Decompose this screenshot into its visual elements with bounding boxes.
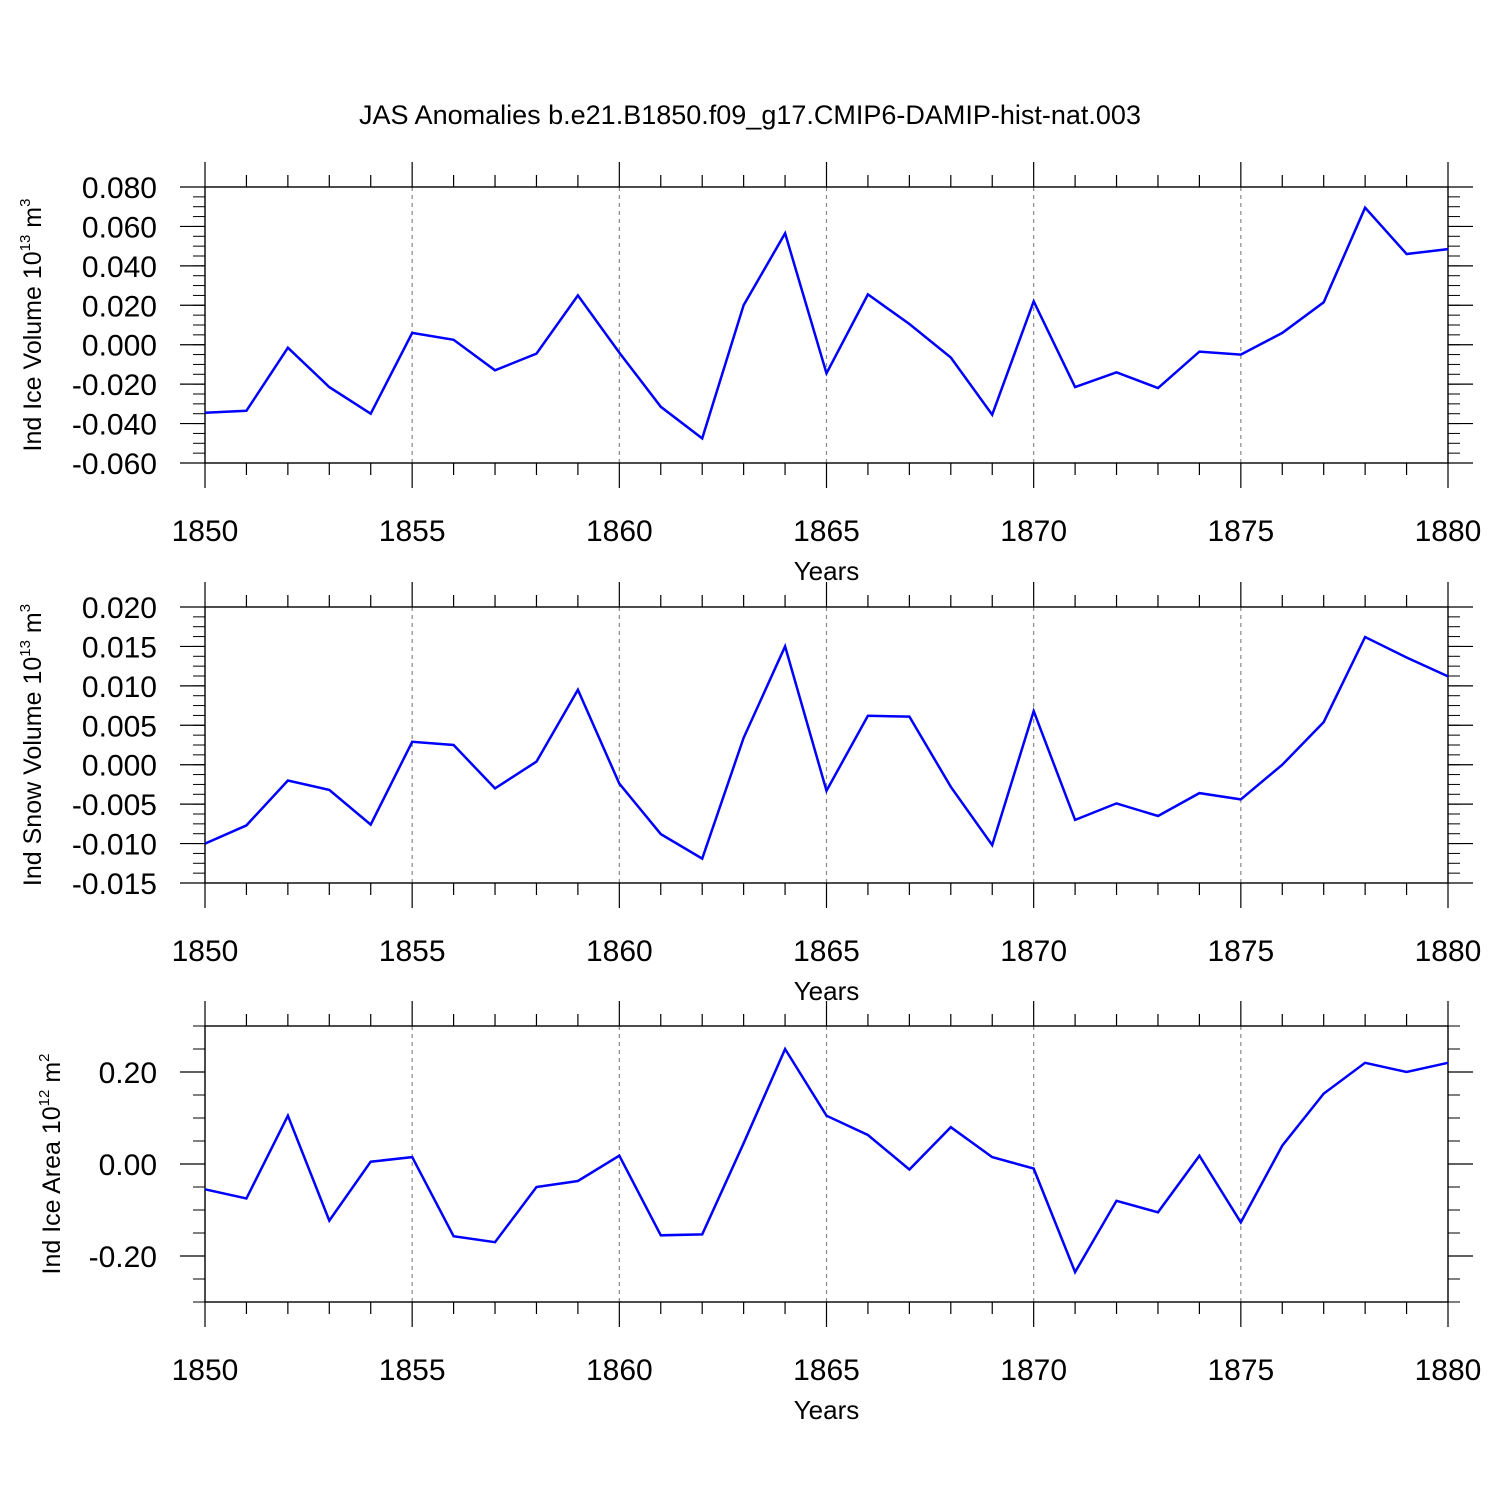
- y-axis-label-exponent: 13: [17, 235, 34, 252]
- y-axis-label-unit: m: [19, 207, 47, 235]
- y-tick-label: 0.040: [82, 251, 157, 284]
- y-tick-label: -0.020: [72, 369, 157, 402]
- x-tick-label: 1880: [1415, 515, 1482, 548]
- y-tick-label: -0.005: [72, 789, 157, 822]
- x-tick-label: 1855: [379, 935, 446, 968]
- x-tick-label: 1880: [1415, 935, 1482, 968]
- y-tick-label: 0.015: [82, 631, 157, 664]
- x-tick-label: 1875: [1207, 935, 1274, 968]
- y-tick-label: 0.080: [82, 172, 157, 205]
- x-tick-label: 1875: [1207, 1354, 1274, 1387]
- y-tick-label: 0.000: [82, 750, 157, 783]
- x-tick-label: 1865: [793, 515, 860, 548]
- panel-3: -0.20 0.00 0.20 1850 1855 1860 1865 1870 1875 188…: [36, 1001, 1481, 1425]
- y-axis-label-unit-exponent: 2: [36, 1054, 53, 1062]
- y-axis-label-unit-exponent: 3: [17, 604, 34, 612]
- x-tick-label: 1850: [172, 1354, 239, 1387]
- x-tick-label: 1870: [1000, 515, 1067, 548]
- series-line: [204, 635, 1449, 861]
- y-tick-label: -0.010: [72, 829, 157, 862]
- panel-2: -0.015 -0.010 -0.005 0.000 0.005 0.010 0.015 0.…: [17, 582, 1481, 1006]
- x-tick-label: 1880: [1415, 1354, 1482, 1387]
- y-axis-label-text: Ind Ice Volume 10: [19, 251, 47, 451]
- y-tick-label: -0.20: [89, 1241, 157, 1274]
- x-tick-label: 1870: [1000, 935, 1067, 968]
- chart-title: JAS Anomalies b.e21.B1850.f09_g17.CMIP6-…: [359, 100, 1141, 130]
- y-tick-label: 0.20: [99, 1057, 157, 1090]
- y-axis-label: Ind Snow Volume 1013 m3: [17, 604, 47, 886]
- y-tick-label: 0.010: [82, 671, 157, 704]
- y-tick-label: 0.020: [82, 290, 157, 323]
- y-tick-label: -0.060: [72, 448, 157, 481]
- x-tick-label: 1860: [586, 515, 653, 548]
- y-tick-label: -0.040: [72, 409, 157, 442]
- y-axis-label-unit-exponent: 3: [17, 199, 34, 207]
- y-axis-label-text: Ind Ice Area 10: [38, 1106, 66, 1274]
- x-tick-label: 1855: [379, 1354, 446, 1387]
- x-tick-label: 1875: [1207, 515, 1274, 548]
- x-tick-label: 1860: [586, 1354, 653, 1387]
- x-tick-label: 1870: [1000, 1354, 1067, 1387]
- y-tick-label: 0.060: [82, 211, 157, 244]
- y-tick-label: 0.00: [99, 1149, 157, 1182]
- y-axis-label-exponent: 12: [36, 1090, 53, 1107]
- y-tick-label: 0.000: [82, 330, 157, 363]
- x-axis-label: Years: [794, 1395, 860, 1425]
- x-axis-label: Years: [794, 556, 860, 586]
- x-tick-label: 1865: [793, 935, 860, 968]
- x-tick-label: 1865: [793, 1354, 860, 1387]
- series-line: [204, 205, 1449, 441]
- y-axis-label: Ind Ice Area 1012 m2: [36, 1054, 66, 1275]
- x-tick-label: 1855: [379, 515, 446, 548]
- y-tick-label: 0.005: [82, 710, 157, 743]
- panel-1: -0.060 -0.040 -0.020 0.000 0.020 0.040 0.060 0.…: [17, 162, 1481, 586]
- y-axis-label-unit: m: [38, 1062, 66, 1090]
- y-axis-label-text: Ind Snow Volume 10: [19, 657, 47, 886]
- y-axis-label-exponent: 13: [17, 640, 34, 657]
- y-axis-label-unit: m: [19, 612, 47, 640]
- panels-group: -0.060 -0.040 -0.020 0.000 0.020 0.040 0.060 0.…: [17, 162, 1481, 1425]
- x-tick-label: 1850: [172, 515, 239, 548]
- y-tick-label: -0.015: [72, 868, 157, 901]
- series-line: [204, 1046, 1449, 1275]
- y-tick-label: 0.020: [82, 592, 157, 625]
- y-axis-label: Ind Ice Volume 1013 m3: [17, 199, 47, 452]
- x-tick-label: 1860: [586, 935, 653, 968]
- x-tick-label: 1850: [172, 935, 239, 968]
